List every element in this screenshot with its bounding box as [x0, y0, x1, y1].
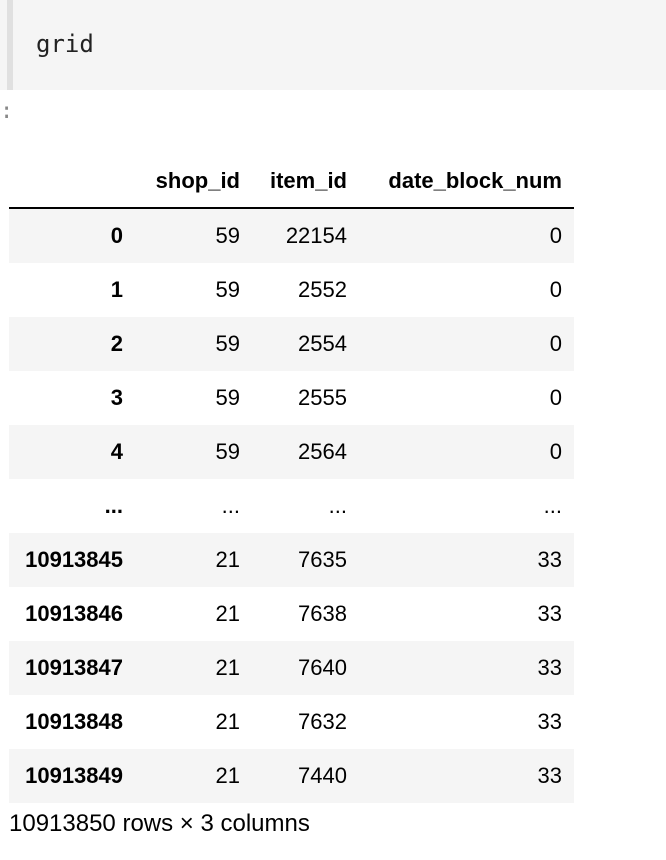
cell-date-block-num: 33: [537, 709, 562, 734]
cell-date-block-num: 0: [549, 439, 562, 464]
cell-shop-id: 59: [215, 331, 240, 356]
cell-selection-bar: [7, 0, 13, 90]
cell-date-block-num: 0: [549, 385, 562, 410]
cell-item-id: ...: [328, 493, 347, 518]
table-row: 3 59 2555 0: [9, 371, 574, 425]
cell-date-block-num: 33: [537, 601, 562, 626]
ellipsis-row: ... ... ... ...: [9, 479, 574, 533]
table-row: 10913846 21 7638 33: [9, 587, 574, 641]
row-index: 0: [110, 223, 123, 248]
row-index: 10913848: [25, 709, 123, 734]
cell-shop-id: ...: [221, 493, 240, 518]
cell-item-id: 2564: [298, 439, 347, 464]
cell-date-block-num: 33: [537, 547, 562, 572]
table-row: 10913847 21 7640 33: [9, 641, 574, 695]
cell-item-id: 7635: [298, 547, 347, 572]
row-index: 10913849: [25, 763, 123, 788]
header-row: shop_id item_id date_block_num: [9, 155, 574, 209]
table-row: 10913848 21 7632 33: [9, 695, 574, 749]
table-row: 10913849 21 7440 33: [9, 749, 574, 803]
cell-date-block-num: 0: [549, 277, 562, 302]
table-row: 1 59 2552 0: [9, 263, 574, 317]
index-header: [9, 155, 135, 209]
cell-shop-id: 21: [215, 709, 240, 734]
row-index: 1: [110, 277, 123, 302]
row-index: 10913847: [25, 655, 123, 680]
cell-shop-id: 21: [215, 547, 240, 572]
row-index: ...: [104, 493, 123, 518]
table-row: 10913845 21 7635 33: [9, 533, 574, 587]
cell-item-id: 7638: [298, 601, 347, 626]
row-index: 10913846: [25, 601, 123, 626]
cell-shop-id: 21: [215, 601, 240, 626]
cell-date-block-num: 0: [549, 331, 562, 356]
cell-shop-id: 21: [215, 655, 240, 680]
cell-shop-id: 21: [215, 763, 240, 788]
cell-item-id: 22154: [285, 223, 347, 248]
column-header-shop-id: shop_id: [135, 155, 252, 209]
cell-item-id: 2554: [298, 331, 347, 356]
cell-date-block-num: 0: [549, 223, 562, 248]
column-header-date-block-num: date_block_num: [359, 155, 574, 209]
cell-item-id: 2552: [298, 277, 347, 302]
cell-date-block-num: ...: [543, 493, 562, 518]
cell-item-id: 7632: [298, 709, 347, 734]
cell-date-block-num: 33: [537, 763, 562, 788]
column-header-item-id: item_id: [252, 155, 359, 209]
cell-shop-id: 59: [215, 385, 240, 410]
code-cell[interactable]: grid: [0, 0, 666, 90]
dataframe-table: shop_id item_id date_block_num 0 59 2215…: [9, 155, 574, 803]
cell-shop-id: 59: [215, 277, 240, 302]
cell-date-block-num: 33: [537, 655, 562, 680]
row-index: 10913845: [25, 547, 123, 572]
table-row: 4 59 2564 0: [9, 425, 574, 479]
table-row: 2 59 2554 0: [9, 317, 574, 371]
table-row: 0 59 22154 0: [9, 208, 574, 263]
code-input[interactable]: grid: [36, 30, 94, 58]
cell-item-id: 2555: [298, 385, 347, 410]
cell-shop-id: 59: [215, 223, 240, 248]
cell-item-id: 7640: [298, 655, 347, 680]
row-index: 4: [110, 439, 123, 464]
row-index: 3: [110, 385, 123, 410]
row-index: 2: [110, 331, 123, 356]
cell-item-id: 7440: [298, 763, 347, 788]
output-prompt: :: [0, 99, 14, 124]
cell-shop-id: 59: [215, 439, 240, 464]
dataframe-shape-text: 10913850 rows × 3 columns: [9, 810, 310, 837]
